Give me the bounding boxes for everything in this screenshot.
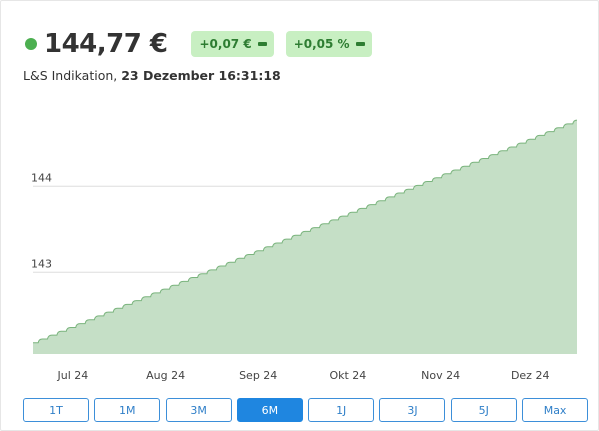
neutral-trend-icon: [355, 42, 365, 46]
range-button-6m[interactable]: 6M: [236, 398, 303, 422]
y-tick-label: 144: [31, 171, 52, 184]
x-tick-label: Jul 24: [57, 369, 89, 382]
x-tick-label: Aug 24: [146, 369, 185, 382]
x-tick-label: Sep 24: [239, 369, 277, 382]
change-absolute-value: +0,07 €: [199, 37, 252, 51]
neutral-trend-icon: [257, 42, 267, 46]
current-price: 144,77 €: [44, 29, 168, 59]
range-button-3m[interactable]: 3M: [165, 398, 232, 422]
y-tick-label: 143: [31, 257, 52, 270]
range-button-max[interactable]: Max: [522, 398, 589, 422]
x-tick-label: Nov 24: [421, 369, 460, 382]
y-axis-ticks: 144 143: [31, 171, 52, 270]
range-button-5j[interactable]: 5J: [450, 398, 517, 422]
price-line: [33, 119, 578, 344]
range-button-1m[interactable]: 1M: [94, 398, 161, 422]
x-tick-label: Okt 24: [329, 369, 366, 382]
price-area-chart: 144 143 Jul 24 Aug 24 Sep 24 Okt 24 Nov 24 Dez…: [31, 119, 578, 382]
range-button-1t[interactable]: 1T: [23, 398, 89, 422]
quote-timestamp: 23 Dezember 16:31:18: [121, 68, 281, 83]
x-axis-ticks: Jul 24 Aug 24 Sep 24 Okt 24 Nov 24 Dez 24: [57, 369, 550, 382]
range-button-1j[interactable]: 1J: [308, 398, 375, 422]
change-percent-value: +0,05 %: [293, 37, 350, 51]
source-label: L&S Indikation,: [23, 68, 118, 83]
quote-header: 144,77 € +0,07 € +0,05 %: [25, 29, 384, 59]
change-percent-badge: +0,05 %: [285, 31, 372, 57]
quote-source-line: L&S Indikation, 23 Dezember 16:31:18: [23, 68, 281, 83]
range-button-3j[interactable]: 3J: [379, 398, 446, 422]
price-area-fill: [33, 120, 577, 354]
x-tick-label: Dez 24: [511, 369, 550, 382]
time-range-selector: 1T 1M 3M 6M 1J 3J 5J Max: [23, 398, 593, 422]
market-status-dot-icon: [25, 38, 37, 50]
change-absolute-badge: +0,07 €: [191, 31, 274, 57]
